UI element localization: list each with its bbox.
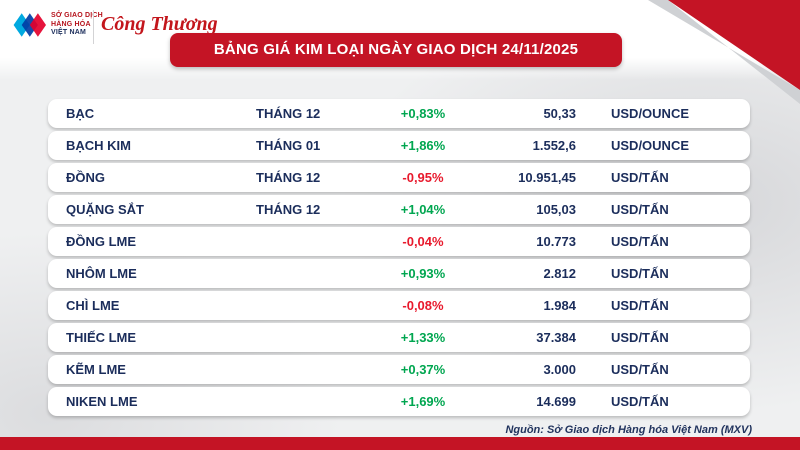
price-value: 3.000 <box>543 362 576 377</box>
metal-name: BẠC <box>66 106 95 121</box>
contract-month: THÁNG 12 <box>256 170 321 185</box>
table-row: CHÌ LME -0,08% 1.984 USD/TẤN <box>48 291 750 320</box>
price-value: 10.773 <box>536 234 576 249</box>
table-row: QUẶNG SẮT THÁNG 12 +1,04% 105,03 USD/TẤN <box>48 195 750 224</box>
metal-name: ĐỒNG LME <box>66 234 137 249</box>
mxv-logo-icon <box>13 13 46 37</box>
metal-name: NHÔM LME <box>66 266 137 281</box>
change-percent: +1,33% <box>400 330 446 345</box>
table-row: ĐỒNG LME -0,04% 10.773 USD/TẤN <box>48 227 750 256</box>
table-row: ĐỒNG THÁNG 12 -0,95% 10.951,45 USD/TẤN <box>48 163 750 192</box>
table-row: BẠCH KIM THÁNG 01 +1,86% 1.552,6 USD/OUN… <box>48 131 750 160</box>
price-value: 2.812 <box>543 266 576 281</box>
metal-name: NIKEN LME <box>66 394 138 409</box>
price-value: 10.951,45 <box>518 170 576 185</box>
price-value: 50,33 <box>543 106 576 121</box>
metal-name: KẼM LME <box>66 362 126 377</box>
mxv-logo-line3: VIỆT NAM <box>51 29 87 37</box>
table-row: KẼM LME +0,37% 3.000 USD/TẤN <box>48 355 750 384</box>
metal-name: ĐỒNG <box>66 170 105 185</box>
price-unit: USD/TẤN <box>611 234 669 249</box>
logo-divider <box>93 10 94 44</box>
metal-name: QUẶNG SẮT <box>66 202 144 217</box>
price-value: 1.984 <box>543 298 576 313</box>
change-percent: -0,95% <box>402 170 444 185</box>
price-unit: USD/TẤN <box>611 202 669 217</box>
price-unit: USD/OUNCE <box>611 106 690 121</box>
price-value: 105,03 <box>536 202 576 217</box>
change-percent: -0,08% <box>402 298 444 313</box>
metal-name: BẠCH KIM <box>66 138 131 153</box>
mxv-logo: SỞ GIAO DỊCH HÀNG HÓA VIỆT NAM <box>10 7 103 43</box>
change-percent: +1,86% <box>400 138 446 153</box>
change-percent: -0,04% <box>402 234 444 249</box>
metal-name: THIẾC LME <box>66 330 137 345</box>
source-note: Nguồn: Sở Giao dịch Hàng hóa Việt Nam (M… <box>505 424 752 436</box>
table-row: BẠC THÁNG 12 +0,83% 50,33 USD/OUNCE <box>48 99 750 128</box>
change-percent: +0,83% <box>400 106 446 121</box>
bottom-bar <box>0 437 800 450</box>
price-value: 37.384 <box>536 330 576 345</box>
price-value: 14.699 <box>536 394 576 409</box>
contract-month: THÁNG 12 <box>256 202 321 217</box>
price-unit: USD/TẤN <box>611 298 669 313</box>
change-percent: +1,69% <box>400 394 446 409</box>
change-percent: +0,93% <box>400 266 446 281</box>
price-unit: USD/TẤN <box>611 362 669 377</box>
price-unit: USD/TẤN <box>611 170 669 185</box>
mxv-logo-line1: SỞ GIAO DỊCH <box>51 12 103 20</box>
mxv-logo-text: SỞ GIAO DỊCH HÀNG HÓA VIỆT NAM <box>51 12 103 37</box>
congthuong-logo: Công Thương <box>101 13 218 35</box>
mxv-logo-line2: HÀNG HÓA <box>51 20 91 28</box>
page-title: BẢNG GIÁ KIM LOẠI NGÀY GIAO DỊCH 24/11/2… <box>170 33 622 67</box>
price-table: BẠC THÁNG 12 +0,83% 50,33 USD/OUNCE BẠCH… <box>48 99 750 419</box>
table-row: NIKEN LME +1,69% 14.699 USD/TẤN <box>48 387 750 416</box>
metal-name: CHÌ LME <box>66 298 120 313</box>
change-percent: +0,37% <box>400 362 446 377</box>
table-row: NHÔM LME +0,93% 2.812 USD/TẤN <box>48 259 750 288</box>
contract-month: THÁNG 12 <box>256 106 321 121</box>
price-unit: USD/TẤN <box>611 394 669 409</box>
price-unit: USD/OUNCE <box>611 138 690 153</box>
price-unit: USD/TẤN <box>611 330 669 345</box>
contract-month: THÁNG 01 <box>256 138 321 153</box>
change-percent: +1,04% <box>400 202 446 217</box>
price-value: 1.552,6 <box>532 138 576 153</box>
table-row: THIẾC LME +1,33% 37.384 USD/TẤN <box>48 323 750 352</box>
price-unit: USD/TẤN <box>611 266 669 281</box>
